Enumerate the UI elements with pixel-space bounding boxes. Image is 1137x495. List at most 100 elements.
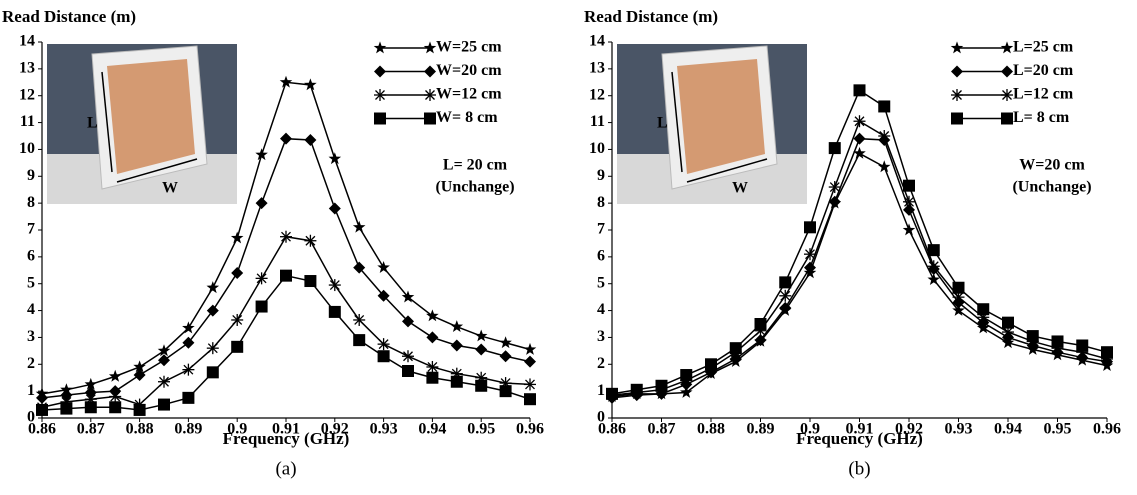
inset-label: W <box>162 180 178 197</box>
y-tick-label: 1 <box>27 382 35 399</box>
asterisk-stroke <box>378 339 389 350</box>
data-point <box>779 301 792 314</box>
legend-marker <box>373 41 387 54</box>
data-point <box>1076 339 1089 352</box>
x-tick-label: 0.93 <box>370 421 398 438</box>
x-tick-label: 0.92 <box>895 421 923 438</box>
data-point <box>109 401 122 414</box>
data-point <box>680 369 693 382</box>
data-point <box>353 313 366 326</box>
data-point <box>779 276 792 289</box>
legend-label: L=20 cm <box>1013 62 1074 79</box>
data-point <box>182 391 195 404</box>
data-point <box>828 181 841 194</box>
asterisk-stroke <box>207 343 218 354</box>
x-axis-label: Frequency (GHz) <box>223 429 350 448</box>
legend-marker <box>1001 89 1013 101</box>
data-point <box>474 329 488 342</box>
data-point <box>377 289 390 302</box>
data-point <box>927 260 940 273</box>
data-point <box>450 320 464 333</box>
data-point <box>304 78 317 91</box>
data-point <box>328 202 341 215</box>
y-tick-label: 0 <box>597 409 605 426</box>
data-point <box>280 230 292 243</box>
inset-label: L <box>87 115 98 132</box>
data-point <box>255 300 268 313</box>
data-point <box>36 403 48 416</box>
x-tick-label: 0.88 <box>126 421 154 438</box>
y-tick-label: 8 <box>27 194 35 211</box>
data-point <box>902 223 916 236</box>
data-point <box>878 100 891 113</box>
x-tick-label: 0.9 <box>227 421 247 438</box>
inset-arrow-l <box>101 71 113 173</box>
data-point <box>878 130 891 142</box>
y-tick-label: 7 <box>27 221 35 238</box>
x-tick-label: 0.93 <box>945 421 973 438</box>
y-tick-label: 5 <box>27 274 35 291</box>
data-point <box>524 393 536 406</box>
legend-label: L=12 cm <box>1013 86 1074 103</box>
legend-marker <box>374 112 386 125</box>
legend-marker <box>951 89 963 101</box>
legend-label: W= 8 cm <box>436 109 498 126</box>
x-tick-label: 0.96 <box>1093 421 1121 438</box>
data-point <box>927 244 940 257</box>
data-point <box>853 115 866 128</box>
asterisk-stroke <box>427 362 438 372</box>
asterisk-stroke <box>425 90 435 100</box>
y-tick-label: 3 <box>27 328 35 345</box>
legend-marker <box>374 65 386 78</box>
data-point <box>853 84 866 97</box>
asterisk-stroke <box>1002 90 1012 100</box>
data-point <box>402 315 414 328</box>
data-point <box>853 146 866 159</box>
legend-marker <box>951 65 963 78</box>
x-tick-label: 0.89 <box>174 421 202 438</box>
data-point <box>279 75 293 88</box>
y-tick-label: 13 <box>19 60 35 77</box>
data-point <box>524 378 536 391</box>
data-point <box>231 266 244 279</box>
asterisk-stroke <box>183 364 194 375</box>
data-point <box>705 358 717 371</box>
data-point <box>231 340 244 353</box>
x-tick-label: 0.96 <box>516 421 544 438</box>
y-tick-label: 12 <box>589 86 605 103</box>
annotation: (Unchange) <box>435 179 514 196</box>
data-point <box>804 261 816 274</box>
asterisk-stroke <box>928 261 939 272</box>
y-tick-label: 6 <box>27 248 35 265</box>
data-point <box>853 132 866 145</box>
asterisk-stroke <box>854 116 865 127</box>
x-tick-label: 0.91 <box>272 421 300 438</box>
data-point <box>133 360 146 373</box>
data-point <box>352 220 366 233</box>
y-tick-label: 9 <box>597 167 605 184</box>
data-point <box>304 134 317 147</box>
data-point <box>779 289 792 302</box>
data-point <box>60 383 73 396</box>
legend-label: W=12 cm <box>436 86 502 103</box>
asterisk-stroke <box>829 182 840 192</box>
data-point <box>754 318 767 330</box>
asterisk-stroke <box>879 131 890 141</box>
x-tick-label: 0.91 <box>846 421 874 438</box>
asterisk-stroke <box>256 273 267 284</box>
data-point <box>230 231 244 244</box>
inset-label: L <box>657 115 668 132</box>
y-tick-label: 3 <box>597 328 605 345</box>
x-tick-label: 0.87 <box>77 421 105 438</box>
data-point <box>157 344 171 357</box>
legend-marker <box>950 41 964 54</box>
x-tick-label: 0.95 <box>1044 421 1072 438</box>
inset-arrow-w <box>116 158 198 183</box>
asterisk-stroke <box>110 391 121 402</box>
data-point <box>182 336 195 349</box>
data-point <box>182 321 195 334</box>
data-point <box>655 379 668 392</box>
data-point <box>1101 346 1113 359</box>
asterisk-stroke <box>232 315 243 325</box>
